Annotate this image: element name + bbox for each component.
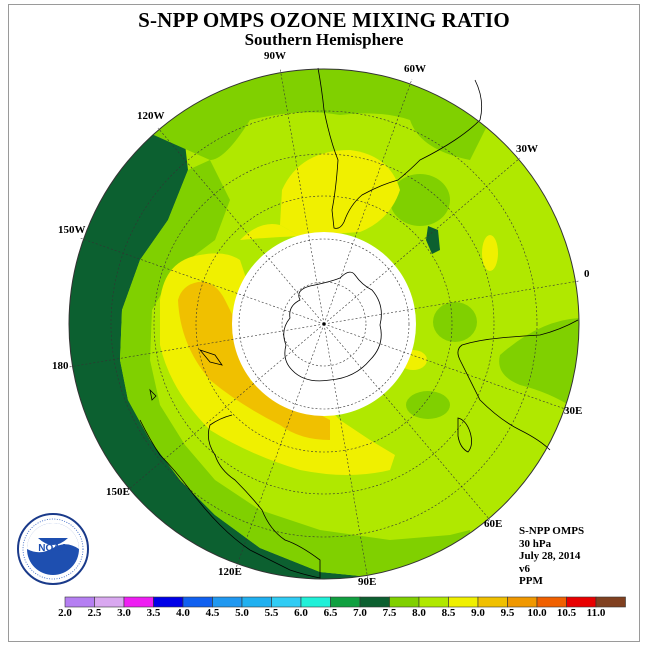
colorbar-swatch	[271, 596, 302, 608]
colorbar-tick-label: 6.5	[323, 607, 338, 619]
map-border	[68, 68, 580, 580]
colorbar-swatch	[330, 596, 361, 608]
colorbar-swatch	[212, 596, 243, 608]
longitude-label-150w: 150W	[58, 224, 86, 236]
africa-coastline	[457, 319, 579, 451]
island-coastline	[149, 388, 157, 401]
longitude-label-120e: 120E	[218, 566, 242, 578]
noaa-logo-text: NOAA	[38, 543, 67, 554]
colorbar-tick-label: 4.0	[176, 607, 190, 619]
colorbar-swatch	[153, 596, 184, 608]
new-zealand-coastline	[198, 349, 223, 366]
colorbar-tick-label: 2.5	[87, 607, 102, 619]
colorbar-swatch	[123, 596, 154, 608]
colorbar-swatch	[418, 596, 449, 608]
longitude-label-0: 0	[584, 268, 590, 280]
ozone-band-8-to-8-5	[240, 224, 300, 240]
ozone-band-7-to-7-5-patch	[390, 174, 450, 226]
colorbar-swatch	[448, 596, 479, 608]
longitude-label-120w: 120W	[137, 110, 165, 122]
ozone-band-6-5-to-7-patch	[426, 226, 440, 254]
longitude-label-30w: 30W	[516, 143, 538, 155]
noaa-logo: NOAA	[16, 512, 90, 591]
colorbar-swatch	[536, 596, 567, 608]
longitude-label-150e: 150E	[106, 486, 130, 498]
page-title: S-NPP OMPS OZONE MIXING RATIO	[138, 8, 510, 32]
colorbar-tick-label: 8.0	[412, 607, 426, 619]
colorbar-swatch	[241, 596, 272, 608]
longitude-label-90e: 90E	[358, 576, 377, 588]
ozone-band-7-to-7-5-west	[120, 160, 470, 578]
colorbar-tick-label: 8.5	[441, 607, 456, 619]
south-america-coastline	[317, 67, 483, 229]
colorbar-tick-label: 10.0	[527, 607, 547, 619]
ozone-band-7-to-7-5-patch	[406, 391, 450, 419]
colorbar-tick-label: 9.0	[471, 607, 485, 619]
colorbar-tick-label: 9.5	[500, 607, 515, 619]
colorbar-tick-label: 3.5	[146, 607, 161, 619]
version-label: v6	[519, 562, 530, 575]
colorbar-swatch	[359, 596, 390, 608]
longitude-label-180: 180	[52, 360, 69, 372]
observation-date: July 28, 2014	[519, 550, 581, 562]
colorbar-swatch	[182, 596, 213, 608]
colorbar-tick-label: 7.5	[382, 607, 397, 619]
colorbar-tick-label: 2.0	[58, 607, 72, 619]
colorbar-tick-label: 10.5	[556, 607, 577, 619]
colorbar	[64, 596, 626, 608]
longitude-label-60e: 60E	[484, 518, 503, 530]
colorbar-tick-label: 11.0	[586, 607, 606, 619]
colorbar-tick-label: 6.0	[294, 607, 308, 619]
south-pole-marker	[322, 322, 326, 326]
colorbar-swatch	[477, 596, 508, 608]
ozone-band-7-to-7-5-east	[499, 318, 579, 420]
ozone-band-8-to-8-5-patch	[482, 235, 498, 271]
product-info: S-NPP OMPS 30 hPa July 28, 2014 v6 PPM	[519, 525, 584, 588]
colorbar-tick-label: 3.0	[117, 607, 131, 619]
ozone-band-8-5-to-9	[178, 281, 330, 440]
graticule	[68, 67, 580, 581]
colorbar-swatch	[595, 596, 626, 608]
ozone-band-8-to-8-5	[280, 150, 400, 236]
longitude-label-30e: 30E	[564, 405, 583, 417]
colorbar-swatch	[94, 596, 125, 608]
page-subtitle: Southern Hemisphere	[244, 30, 404, 49]
longitude-label-60w: 60W	[404, 63, 426, 75]
units-label: PPM	[519, 575, 543, 587]
colorbar-tick-label: 5.0	[235, 607, 249, 619]
product-name: S-NPP OMPS	[519, 525, 585, 537]
colorbar-swatch	[300, 596, 331, 608]
antarctica-coastline	[283, 271, 382, 382]
colorbar-swatch	[389, 596, 420, 608]
colorbar-tick-label: 7.0	[353, 607, 367, 619]
madagascar-coastline	[457, 417, 472, 453]
ozone-band-7-to-7-5-patch	[433, 302, 477, 342]
coastlines	[139, 67, 579, 579]
colorbar-tick-label: 4.5	[205, 607, 220, 619]
australia-coastline	[139, 414, 321, 579]
pressure-level: 30 hPa	[519, 537, 552, 550]
colorbar-swatch	[566, 596, 597, 608]
longitude-label-90w: 90W	[264, 50, 286, 62]
colorbar-swatch	[507, 596, 538, 608]
colorbar-swatch	[64, 596, 95, 608]
colorbar-tick-label: 5.5	[264, 607, 279, 619]
